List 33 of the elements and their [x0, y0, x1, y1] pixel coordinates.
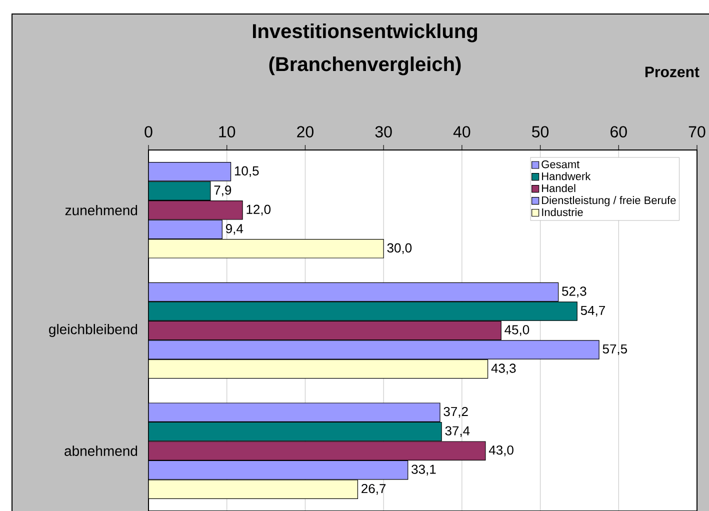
- legend-label: Dienstleistung / freie Berufe: [542, 196, 676, 206]
- data-label: 37,4: [445, 426, 470, 437]
- y-tick-label: zunehmend: [65, 205, 138, 216]
- data-label: 30,0: [387, 243, 412, 254]
- legend-label: Handel: [542, 184, 576, 192]
- x-tick-label: 20: [297, 126, 314, 138]
- legend-label: Handwerk: [542, 172, 591, 180]
- data-label: 10,5: [234, 166, 259, 178]
- data-label: 26,7: [362, 484, 386, 495]
- legend-label: Industrie: [542, 208, 583, 216]
- data-label: 33,1: [412, 464, 436, 476]
- x-tick-label: 50: [532, 126, 549, 138]
- x-tick-label: 30: [375, 126, 392, 138]
- y-tick-label: gleichbleibend: [49, 324, 138, 338]
- data-label: 45,0: [504, 325, 530, 336]
- y-tick-label: abnehmend: [64, 446, 138, 456]
- x-tick-label: 10: [219, 126, 236, 138]
- data-label: 7,9: [214, 186, 232, 196]
- data-label: 12,0: [246, 204, 271, 216]
- x-tick-label: 40: [453, 126, 470, 138]
- x-tick-label: 70: [688, 126, 706, 138]
- data-label: 52,3: [562, 286, 586, 298]
- data-label: 43,0: [488, 445, 514, 456]
- data-label: 37,2: [444, 406, 468, 418]
- legend-label: Gesamt: [542, 160, 580, 168]
- data-label: 57,5: [602, 344, 627, 356]
- data-label: 54,7: [580, 306, 605, 317]
- data-label: 9,4: [226, 224, 244, 235]
- x-axis-title: Prozent: [645, 66, 700, 78]
- chart-title: Investitionsentwicklung (Branchenvergleich): [252, 24, 478, 76]
- x-tick-label: 60: [610, 126, 627, 138]
- data-label: 43,3: [491, 364, 516, 374]
- x-tick-label: 0: [144, 126, 152, 138]
